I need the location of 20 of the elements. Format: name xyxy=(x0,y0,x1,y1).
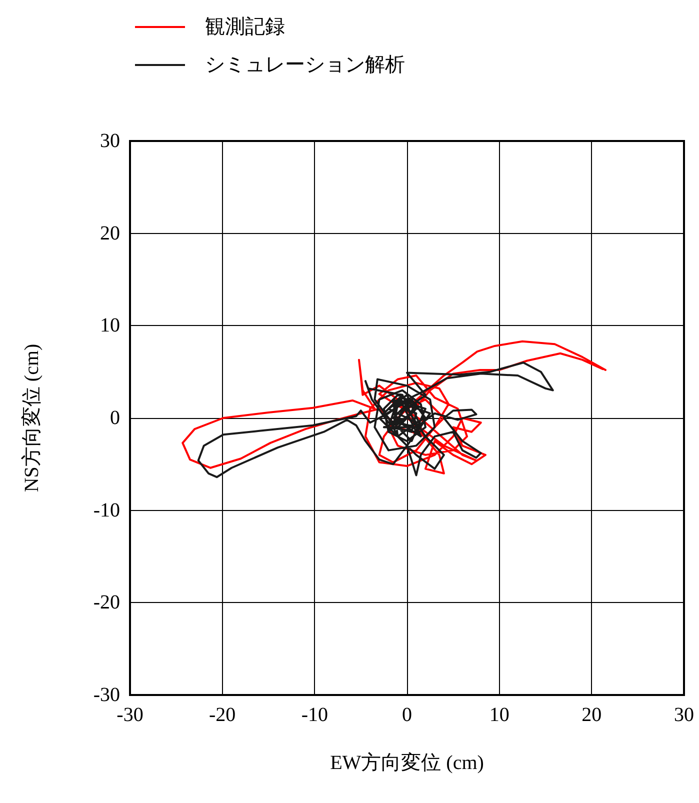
x-tick-label: 10 xyxy=(489,704,510,726)
x-tick-label: 30 xyxy=(674,704,694,726)
line-series xyxy=(197,362,554,478)
y-tick-label: -30 xyxy=(93,684,120,706)
legend-label: シミュレーション解析 xyxy=(205,54,405,76)
legend-label: 観測記録 xyxy=(205,16,285,38)
x-tick-label: -20 xyxy=(208,704,236,726)
y-tick-label: 30 xyxy=(100,130,120,152)
line-series xyxy=(182,340,607,474)
y-tick-label: 20 xyxy=(100,222,120,244)
y-tick-label: 10 xyxy=(100,314,120,337)
x-tick-label: 20 xyxy=(582,704,602,726)
x-axis-title: EW方向変位 (cm) xyxy=(330,751,484,774)
y-tick-label: -20 xyxy=(93,592,120,614)
x-tick-label: -10 xyxy=(301,704,328,726)
y-tick-label: 0 xyxy=(110,407,120,429)
y-tick-label: -10 xyxy=(93,499,120,522)
y-axis-title: NS方向変位 (cm) xyxy=(20,344,43,492)
x-tick-label: -30 xyxy=(116,704,144,726)
x-tick-label: 0 xyxy=(402,704,412,726)
